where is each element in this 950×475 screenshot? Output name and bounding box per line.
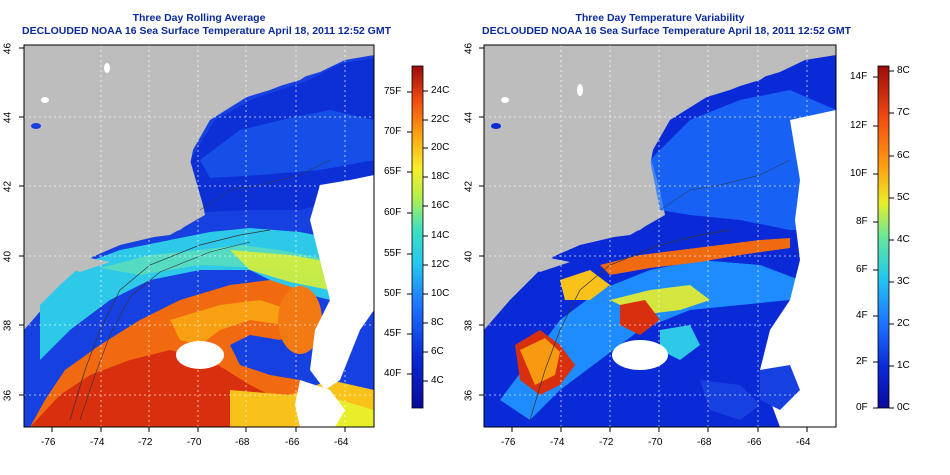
right-colorbar-c-label: 4C — [897, 234, 910, 245]
right-colorbar-f-label: 8F — [856, 216, 868, 227]
right-lat-tick: 36 — [463, 389, 475, 402]
right-lon-tick: -72 — [599, 437, 614, 448]
left-lat-tick: 44 — [2, 111, 14, 124]
left-lat-tick: 46 — [2, 42, 14, 55]
right-lon-tick: -74 — [550, 437, 565, 448]
right-colorbar-c-label: 1C — [897, 360, 910, 371]
left-lat-tick: 40 — [2, 250, 14, 263]
right-colorbar-c-label: 5C — [897, 192, 910, 203]
right-lat-tick: 44 — [463, 111, 475, 124]
right-colorbar-f-label: 6F — [856, 264, 868, 275]
left-colorbar-f-label: 65F — [384, 166, 402, 177]
right-colorbar-c-label: 3C — [897, 276, 910, 287]
left-lon-tick: -64 — [334, 437, 349, 448]
left-lon-tick: -76 — [41, 437, 56, 448]
right-colorbar-f-label: 4F — [856, 310, 868, 321]
left-colorbar-f-label: 45F — [384, 328, 402, 339]
right-colorbar-c-label: 0C — [897, 402, 910, 413]
left-lon-tick: -68 — [235, 437, 250, 448]
right-colorbar-c-label: 6C — [897, 150, 910, 161]
right-lon-tick: -76 — [501, 437, 516, 448]
right-colorbar-f-label: 12F — [850, 120, 868, 131]
left-colorbar-c-label: 22C — [431, 114, 450, 125]
right-lon-tick: -68 — [697, 437, 712, 448]
left-colorbar-c-label: 14C — [431, 230, 450, 241]
left-colorbar-c-label: 16C — [431, 200, 450, 211]
right-colorbar-f-label: 0F — [856, 402, 868, 413]
right-lat-tick: 42 — [463, 180, 475, 193]
right-colorbar-f-label: 14F — [850, 71, 868, 82]
left-lat-tick: 38 — [2, 319, 14, 332]
right-lat-tick: 38 — [463, 319, 475, 332]
left-colorbar-c-label: 8C — [431, 317, 444, 328]
left-colorbar-c-label: 6C — [431, 346, 444, 357]
left-lat-tick: 42 — [2, 180, 14, 193]
right-lon-tick: -66 — [747, 437, 762, 448]
left-lon-tick: -66 — [285, 437, 300, 448]
right-colorbar — [877, 65, 890, 409]
left-colorbar-f-label: 55F — [384, 248, 402, 259]
right-colorbar-c-label: 2C — [897, 318, 910, 329]
right-lat-tick: 46 — [463, 42, 475, 55]
left-lon-tick: -72 — [138, 437, 153, 448]
left-panel-title-line1: Three Day Rolling Average — [132, 12, 266, 24]
left-colorbar-f-label: 40F — [384, 368, 402, 379]
left-colorbar-c-label: 24C — [431, 85, 450, 96]
left-colorbar-c-label: 4C — [431, 375, 444, 386]
left-colorbar — [411, 65, 424, 409]
right-lon-tick: -64 — [796, 437, 811, 448]
left-lat-tick: 36 — [2, 389, 14, 402]
left-colorbar-f-label: 50F — [384, 288, 402, 299]
right-lon-tick: -70 — [648, 437, 663, 448]
left-colorbar-c-label: 20C — [431, 142, 450, 153]
left-colorbar-f-label: 60F — [384, 207, 402, 218]
right-lat-tick: 40 — [463, 250, 475, 263]
left-panel-title-line2: DECLOUDED NOAA 16 Sea Surface Temperatur… — [22, 25, 391, 37]
right-panel-title-line1: Three Day Temperature Variability — [575, 12, 745, 24]
left-lon-tick: -74 — [90, 437, 105, 448]
left-colorbar-c-label: 12C — [431, 259, 450, 270]
left-colorbar-c-label: 10C — [431, 288, 450, 299]
right-colorbar-f-label: 10F — [850, 168, 868, 179]
right-colorbar-f-label: 2F — [856, 356, 868, 367]
right-colorbar-c-label: 8C — [897, 65, 910, 76]
left-cloud-mask — [310, 175, 374, 390]
right-cloud-mask — [760, 110, 836, 427]
left-lon-tick: -70 — [187, 437, 202, 448]
right-colorbar-c-label: 7C — [897, 107, 910, 118]
right-panel-title-line2: DECLOUDED NOAA 16 Sea Surface Temperatur… — [482, 25, 851, 37]
left-colorbar-f-label: 70F — [384, 126, 402, 137]
left-colorbar-f-label: 75F — [384, 86, 402, 97]
left-colorbar-c-label: 18C — [431, 171, 450, 182]
